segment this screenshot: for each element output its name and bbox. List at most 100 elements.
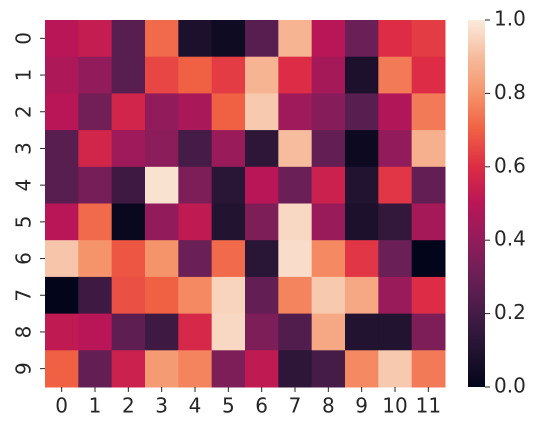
heatmap-cell [411, 56, 446, 94]
heatmap-cell [145, 20, 179, 58]
x-tick-label: 4 [189, 394, 202, 418]
heatmap-cell [111, 313, 146, 351]
heatmap-cell [311, 350, 346, 388]
heatmap-cell [211, 56, 246, 94]
heatmap-cell [345, 93, 379, 131]
x-tick-label: 5 [222, 394, 235, 418]
y-tick-label: 9 [12, 362, 36, 375]
colorbar-tick-label: 0.6 [494, 153, 526, 177]
heatmap-cell [345, 166, 379, 204]
heatmap-cell [78, 240, 113, 278]
x-tick-label: 3 [155, 394, 168, 418]
heatmap-cell [145, 56, 179, 94]
heatmap-cell [111, 166, 146, 204]
colorbar-tick-label: 0.2 [494, 300, 526, 324]
x-tick-label: 0 [55, 394, 68, 418]
heatmap-cell [345, 350, 379, 388]
heatmap-cell [211, 166, 246, 204]
x-tick-label: 10 [382, 394, 407, 418]
heatmap-cell [45, 350, 79, 388]
x-tick-label: 2 [122, 394, 135, 418]
heatmap-cell [145, 130, 179, 168]
heatmap-cell [211, 313, 246, 351]
x-tick-label: 7 [289, 394, 302, 418]
heatmap-cell [378, 20, 413, 58]
heatmap-cell [378, 56, 413, 94]
heatmap-cell [145, 203, 179, 241]
heatmap-cell [245, 276, 279, 315]
heatmap-cell [345, 240, 379, 278]
heatmap-cell [45, 93, 79, 131]
heatmap-cell [378, 130, 413, 168]
colorbar-tick-label: 0.8 [494, 80, 526, 104]
y-tick-label: 4 [12, 179, 36, 192]
heatmap-cell [345, 276, 379, 315]
heatmap-cell [378, 203, 413, 241]
heatmap-cell [278, 313, 313, 351]
heatmap-cell [111, 276, 146, 315]
heatmap-cell [78, 93, 113, 131]
heatmap-cell [245, 203, 279, 241]
heatmap-cell [245, 313, 279, 351]
heatmap-cell [78, 130, 113, 168]
heatmap-cell [278, 130, 313, 168]
heatmap-cell [411, 20, 446, 58]
heatmap-cell [145, 313, 179, 351]
y-tick-label: 6 [12, 252, 36, 265]
heatmap-cell [45, 56, 79, 94]
heatmap-cell [411, 203, 446, 241]
heatmap-cell [345, 20, 379, 58]
heatmap-cell [145, 276, 179, 315]
heatmap-cell [245, 350, 279, 388]
heatmap-cell [411, 130, 446, 168]
heatmap-cell [345, 130, 379, 168]
heatmap-cell [245, 240, 279, 278]
heatmap-cell [411, 313, 446, 351]
x-tick-label: 11 [416, 394, 441, 418]
y-tick-label: 2 [12, 105, 36, 118]
colorbar-tick-label: 0.4 [494, 227, 526, 251]
heatmap-cell [278, 240, 313, 278]
heatmap-cell [111, 130, 146, 168]
heatmap-cell [78, 203, 113, 241]
colorbar-tick-label: 0.0 [494, 374, 526, 398]
heatmap-cell [278, 93, 313, 131]
heatmap-cell [311, 130, 346, 168]
heatmap-cell [311, 203, 346, 241]
x-tick-label: 1 [89, 394, 102, 418]
heatmap-cell [178, 240, 213, 278]
heatmap-cell [311, 56, 346, 94]
heatmap-cell [245, 20, 279, 58]
heatmap-cell [145, 240, 179, 278]
heatmap-cell [345, 313, 379, 351]
heatmap-cell [145, 93, 179, 131]
heatmap-cell [311, 240, 346, 278]
heatmap-cell [45, 240, 79, 278]
heatmap-cell [211, 93, 246, 131]
heatmap-cell [111, 56, 146, 94]
heatmap-cell [378, 93, 413, 131]
heatmap-cell [178, 166, 213, 204]
heatmap-cell [278, 56, 313, 94]
y-tick-label: 1 [12, 69, 36, 82]
heatmap-cell [111, 240, 146, 278]
x-tick-label: 6 [255, 394, 268, 418]
heatmap-cell [78, 313, 113, 351]
heatmap-cell [278, 166, 313, 204]
heatmap-cell [211, 350, 246, 388]
heatmap-cell [378, 240, 413, 278]
heatmap-cell [45, 166, 79, 204]
heatmap-cell [178, 276, 213, 315]
heatmap-cell [78, 350, 113, 388]
y-tick-label: 0 [12, 32, 36, 45]
heatmap-cell [278, 276, 313, 315]
heatmap-cell [111, 350, 146, 388]
heatmap-cell [345, 203, 379, 241]
heatmap-cell [311, 20, 346, 58]
heatmap-cell [378, 350, 413, 388]
heatmap-cell [245, 93, 279, 131]
heatmap-cell [45, 313, 79, 351]
heatmap-cell [111, 20, 146, 58]
heatmap-cell [378, 276, 413, 315]
heatmap-cell [345, 56, 379, 94]
